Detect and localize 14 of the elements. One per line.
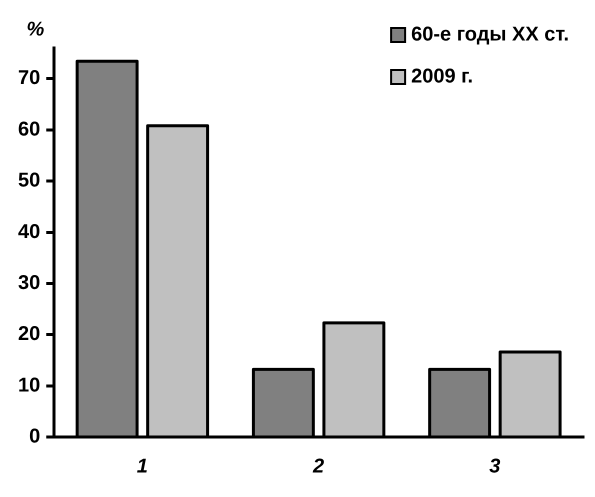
legend-label: 60-е годы ХХ ст. <box>411 24 569 46</box>
x-tick-label: 2 <box>312 456 324 478</box>
y-tick-label: 0 <box>29 426 40 448</box>
x-tick-label: 1 <box>136 456 148 478</box>
x-tick-label: 3 <box>489 456 500 478</box>
y-tick-label: 70 <box>18 67 40 90</box>
y-tick-label: 20 <box>18 323 40 346</box>
y-axis-title: % <box>26 18 44 41</box>
y-tick-label: 10 <box>18 374 40 396</box>
y-tick-label: 30 <box>18 272 40 294</box>
y-tick-label: 50 <box>18 170 40 192</box>
y-tick-label: 40 <box>18 220 40 243</box>
y-tick-label: 60 <box>18 118 40 140</box>
legend-label: 2009 г. <box>411 66 474 88</box>
